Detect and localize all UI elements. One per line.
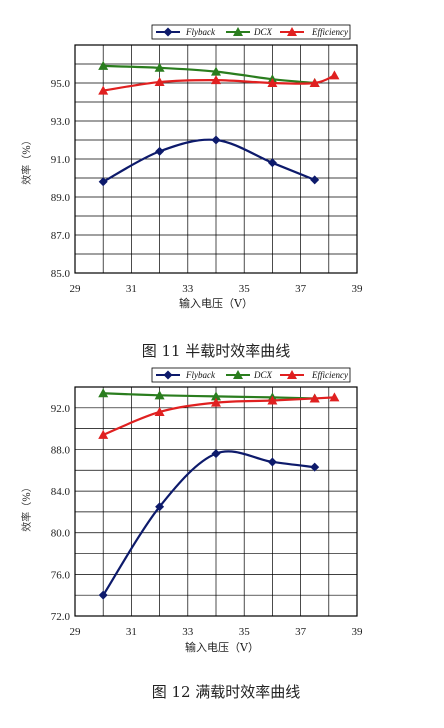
x-tick-label: 29 xyxy=(70,283,82,295)
series-flyback xyxy=(98,135,320,187)
x-axis-title: 输入电压（V） xyxy=(179,296,253,310)
legend-label: Efficiency xyxy=(311,370,348,380)
data-point xyxy=(211,449,221,459)
data-point xyxy=(98,429,109,439)
series-line xyxy=(102,450,315,596)
x-tick-label: 35 xyxy=(239,626,251,638)
series-efficiency xyxy=(98,392,340,439)
data-point xyxy=(155,502,165,512)
x-tick-label: 33 xyxy=(182,626,194,638)
data-point xyxy=(211,135,221,145)
legend: Flyback DCX Efficiency xyxy=(151,367,351,383)
data-point xyxy=(310,462,320,472)
figure-caption: 图 12 满载时效率曲线 xyxy=(152,683,301,701)
data-point xyxy=(211,75,221,85)
data-point xyxy=(329,70,340,80)
data-point xyxy=(267,457,277,467)
data-point xyxy=(329,392,340,402)
x-tick-label: 39 xyxy=(352,626,364,638)
series-efficiency xyxy=(98,70,340,95)
data-point xyxy=(309,78,320,87)
y-tick-label: 91.0 xyxy=(51,154,71,166)
x-tick-label: 33 xyxy=(182,283,194,295)
data-point xyxy=(154,406,165,416)
data-point xyxy=(98,85,109,95)
y-tick-label: 80.0 xyxy=(51,528,71,540)
legend-label: Efficiency xyxy=(311,27,348,37)
x-axis-title: 输入电压（V） xyxy=(185,640,259,654)
y-tick-label: 92.0 xyxy=(51,403,71,415)
data-point xyxy=(310,175,320,185)
x-tick-label: 31 xyxy=(126,626,137,638)
legend-label: DCX xyxy=(253,370,273,380)
data-point xyxy=(154,77,165,87)
x-tick-label: 37 xyxy=(295,626,307,638)
y-tick-label: 87.0 xyxy=(51,230,71,242)
y-axis-title: 效率（%） xyxy=(20,135,33,185)
legend-label: Flyback xyxy=(185,370,216,380)
x-tick-label: 35 xyxy=(239,283,251,295)
legend-marker xyxy=(233,27,243,36)
y-tick-label: 93.0 xyxy=(51,116,71,128)
legend-marker xyxy=(163,370,173,380)
x-tick-label: 29 xyxy=(70,626,82,638)
legend-marker xyxy=(287,370,297,379)
legend-label: Flyback xyxy=(185,27,216,37)
y-axis-title: 效率（%） xyxy=(20,482,33,532)
chart-2: 72.0 76.0 80.0 84.0 88.0 92.0 29 31 33 35 37 39 效率（%… xyxy=(20,367,364,701)
data-point xyxy=(211,397,221,407)
legend-marker xyxy=(287,27,297,36)
data-point xyxy=(267,158,277,168)
data-point xyxy=(267,395,278,405)
data-point xyxy=(98,177,108,187)
x-tick-label: 37 xyxy=(295,283,307,295)
y-tick-label: 85.0 xyxy=(51,268,71,280)
data-point xyxy=(309,393,320,403)
legend-label: DCX xyxy=(253,27,273,37)
legend: Flyback DCX Efficiency xyxy=(151,24,351,40)
legend-box xyxy=(151,367,351,383)
legend-marker xyxy=(163,27,173,37)
figure-caption: 图 11 半载时效率曲线 xyxy=(142,342,291,360)
y-tick-label: 72.0 xyxy=(51,611,71,623)
y-tick-label: 84.0 xyxy=(51,486,71,498)
y-tick-label: 95.0 xyxy=(51,78,71,90)
y-tick-label: 89.0 xyxy=(51,192,71,204)
data-point xyxy=(155,146,165,156)
data-point xyxy=(267,78,278,87)
data-point xyxy=(98,590,108,600)
series-flyback xyxy=(98,449,320,600)
data-point xyxy=(211,66,221,76)
data-point xyxy=(154,390,165,400)
data-point xyxy=(98,388,109,398)
y-tick-label: 76.0 xyxy=(51,569,71,581)
x-tick-label: 31 xyxy=(126,283,137,295)
chart-1: 85.0 87.0 89.0 91.0 93.0 95.0 29 31 33 35 37 39 效率（%… xyxy=(20,24,364,360)
x-tick-label: 39 xyxy=(352,283,364,295)
y-tick-label: 88.0 xyxy=(51,444,71,456)
legend-box xyxy=(151,24,351,40)
data-point xyxy=(211,391,221,401)
data-point xyxy=(98,60,109,70)
data-point xyxy=(154,62,165,72)
legend-marker xyxy=(233,370,243,379)
